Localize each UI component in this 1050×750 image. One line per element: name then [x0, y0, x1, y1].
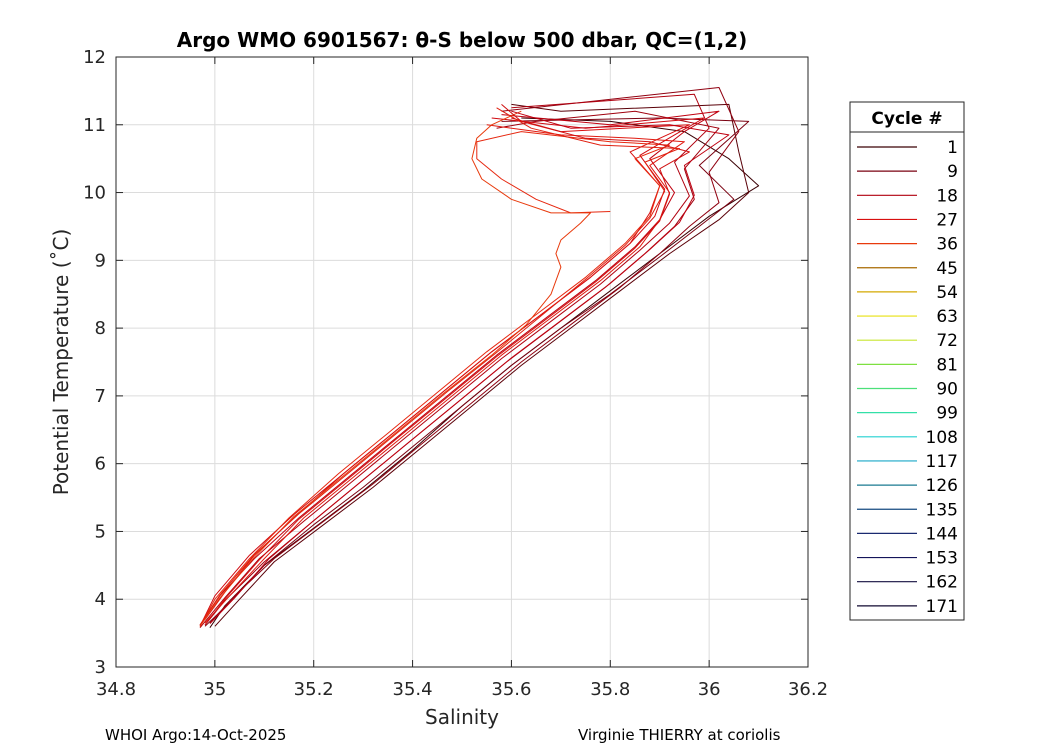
series-line-11: [199, 110, 591, 627]
footer-source: WHOI Argo:14-Oct-2025: [105, 726, 287, 744]
series-line-13: [209, 110, 730, 624]
y-tick-label: 8: [95, 318, 106, 339]
legend-label: 144: [926, 524, 958, 544]
footer-credit: Virginie THIERRY at coriolis: [578, 726, 781, 744]
y-tick-label: 4: [95, 589, 106, 610]
legend: Cycle # 19182736455463728190991081171261…: [849, 101, 965, 621]
legend-label: 54: [936, 283, 958, 303]
legend-label: 171: [926, 597, 958, 617]
legend-label: 63: [936, 307, 958, 327]
legend-label: 18: [936, 186, 958, 206]
legend-items: 1 9 18 27 36 45 54 63 72 81 90 99 108 117 126 135 144 153…: [857, 138, 958, 617]
series-lines: [199, 87, 760, 629]
series-line-2: [204, 117, 750, 627]
y-tick-label: 12: [83, 47, 106, 68]
series-line-12: [204, 104, 690, 626]
y-tick-label: 11: [83, 115, 106, 136]
legend-label: 90: [936, 380, 958, 400]
legend-label: 153: [926, 549, 958, 569]
y-tick-label: 7: [95, 386, 106, 407]
legend-label: 117: [926, 452, 958, 472]
series-line-3: [209, 87, 740, 624]
series-line-14: [199, 107, 680, 626]
y-tick-label: 6: [95, 454, 106, 475]
y-tick-label: 3: [95, 657, 106, 678]
y-tick-label: 9: [95, 250, 106, 271]
series-line-9: [204, 124, 685, 624]
legend-label: 45: [936, 259, 958, 279]
x-tick-label: 35.2: [294, 679, 334, 700]
legend-label: 9: [947, 162, 958, 182]
x-axis-ticks: 34.8 35 35.2 35.4 35.6 35.8 36 36.2: [96, 57, 828, 700]
plot-area: [116, 57, 808, 667]
legend-title: Cycle #: [871, 109, 942, 129]
legend-label: 1: [947, 138, 958, 158]
y-axis-label: Potential Temperature (˚C): [49, 229, 73, 496]
legend-label: 72: [936, 331, 958, 351]
y-tick-label: 5: [95, 521, 106, 542]
x-tick-label: 35.6: [491, 679, 531, 700]
legend-label: 135: [926, 500, 958, 520]
x-tick-label: 35.4: [393, 679, 433, 700]
legend-label: 36: [936, 235, 958, 255]
x-tick-label: 34.8: [96, 679, 136, 700]
legend-label: 81: [936, 355, 958, 375]
legend-label: 108: [926, 428, 958, 448]
x-tick-label: 35: [203, 679, 226, 700]
legend-label: 99: [936, 404, 958, 424]
x-tick-label: 35.8: [590, 679, 630, 700]
x-tick-label: 36.2: [788, 679, 828, 700]
legend-label: 27: [936, 210, 958, 230]
y-tick-label: 10: [83, 183, 106, 204]
y-axis-ticks: 3 4 5 6 7 8 9 10 11 12: [83, 47, 808, 678]
legend-label: 126: [926, 476, 958, 496]
plot-frame: [115, 56, 809, 668]
x-axis-label: Salinity: [425, 705, 499, 729]
series-line-10: [199, 131, 671, 627]
x-tick-label: 36: [698, 679, 721, 700]
legend-label: 162: [926, 573, 958, 593]
chart-title: Argo WMO 6901567: θ-S below 500 dbar, QC…: [177, 28, 747, 52]
